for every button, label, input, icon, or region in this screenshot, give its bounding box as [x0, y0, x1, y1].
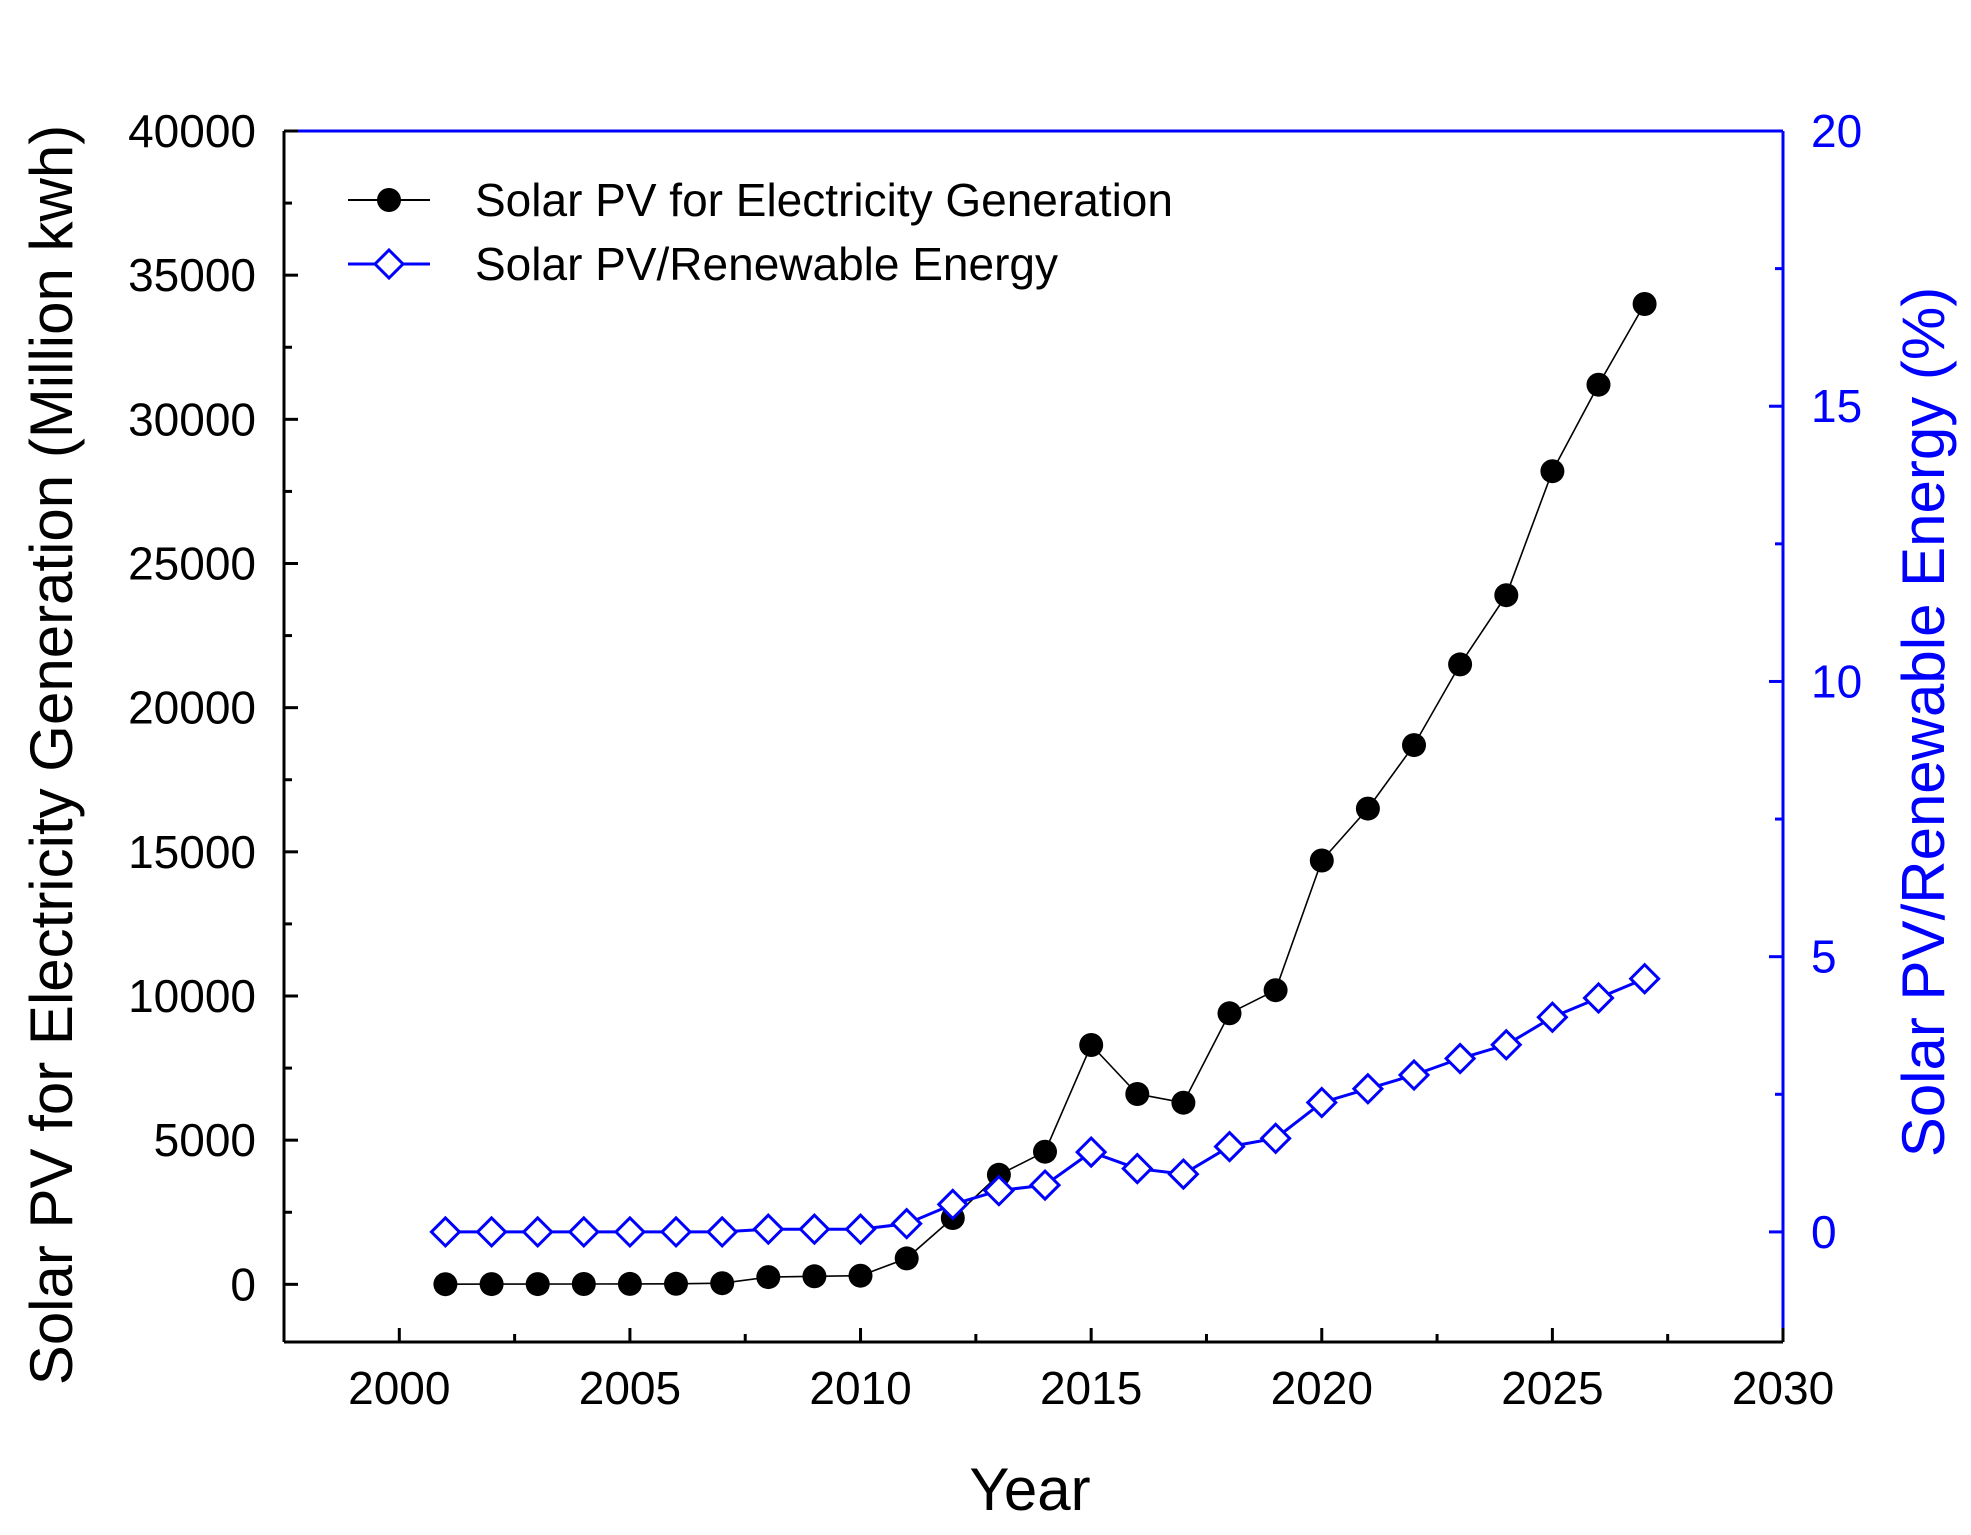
- left-y-axis-title: Solar PV for Electricity Generation (Mil…: [18, 125, 85, 1385]
- legend-label-share: Solar PV/Renewable Energy: [475, 238, 1058, 290]
- x-ticks: 2000 2005 2010 2015 2020 2025 2030: [348, 1328, 1834, 1414]
- point-generation-2017: [1171, 1090, 1196, 1115]
- y-right-tick-label-5: 5: [1811, 931, 1837, 983]
- point-share-2007: [706, 1215, 739, 1249]
- point-generation-2021: [1355, 796, 1380, 821]
- point-generation-2022: [1402, 733, 1426, 758]
- point-generation-2014: [1033, 1139, 1057, 1164]
- point-generation-2007: [710, 1271, 735, 1296]
- series-layer: [429, 292, 1661, 1297]
- point-generation-2006: [664, 1271, 688, 1296]
- y-left-tick-label-5000: 5000: [154, 1114, 256, 1166]
- x-tick-label-2025: 2025: [1501, 1362, 1603, 1414]
- point-share-2021: [1351, 1072, 1385, 1105]
- point-share-2015: [1075, 1135, 1108, 1169]
- legend-item-share: Solar PV/Renewable Energy: [348, 238, 1058, 290]
- point-generation-2024: [1494, 583, 1519, 608]
- point-share-2020: [1305, 1086, 1338, 1119]
- plot-area: [282, 129, 1785, 1344]
- x-tick-label-2000: 2000: [348, 1362, 450, 1414]
- point-generation-2011: [894, 1246, 919, 1271]
- point-generation-2018: [1217, 1001, 1242, 1026]
- point-share-2022: [1397, 1058, 1431, 1092]
- point-share-2027: [1628, 962, 1661, 995]
- y-left-tick-label-35000: 35000: [128, 249, 256, 301]
- x-tick-label-2015: 2015: [1040, 1362, 1142, 1414]
- point-generation-2004: [571, 1272, 596, 1296]
- x-tick-label-2020: 2020: [1271, 1362, 1373, 1414]
- point-share-2017: [1167, 1157, 1200, 1191]
- point-share-2006: [659, 1215, 693, 1249]
- point-share-2026: [1582, 981, 1615, 1015]
- point-generation-2025: [1540, 459, 1565, 484]
- y-left-tick-label-15000: 15000: [128, 826, 256, 878]
- legend-label-generation: Solar PV for Electricity Generation: [475, 174, 1173, 226]
- point-generation-2009: [802, 1264, 827, 1289]
- point-generation-2026: [1586, 372, 1611, 397]
- x-tick-label-2005: 2005: [579, 1362, 681, 1414]
- point-generation-2027: [1632, 292, 1657, 316]
- point-share-2008: [752, 1213, 785, 1246]
- legend-marker-share: [372, 247, 406, 281]
- point-generation-2016: [1125, 1082, 1150, 1106]
- y-left-tick-label-25000: 25000: [128, 538, 256, 590]
- x-axis-title: Year: [969, 1456, 1090, 1523]
- series-0: [433, 292, 1657, 1297]
- point-share-2013: [982, 1174, 1016, 1207]
- x-tick-label-2030: 2030: [1732, 1362, 1834, 1414]
- y-left-tick-label-40000: 40000: [128, 105, 256, 157]
- y-left-tick-label-20000: 20000: [128, 682, 256, 734]
- point-share-2002: [475, 1215, 508, 1249]
- point-share-2001: [429, 1215, 462, 1249]
- point-share-2018: [1213, 1130, 1246, 1163]
- point-generation-2020: [1309, 848, 1334, 873]
- series-1: [429, 962, 1661, 1249]
- y-right-tick-label-0: 0: [1811, 1206, 1837, 1258]
- x-tick-label-2010: 2010: [809, 1362, 911, 1414]
- y-right-tick-label-10: 10: [1811, 655, 1862, 707]
- series-line-0: [445, 303, 1646, 1285]
- legend: Solar PV for Electricity Generation Sola…: [348, 174, 1173, 290]
- point-generation-2002: [479, 1272, 504, 1297]
- point-generation-2008: [756, 1265, 781, 1290]
- point-generation-2019: [1263, 978, 1288, 1003]
- right-y-axis-title: Solar PV/Renewable Energy (%): [1890, 287, 1957, 1157]
- left-y-ticks: 0 5000 10000 15000 20000 25000 30000 35000 40000: [128, 105, 298, 1310]
- point-share-2012: [936, 1188, 969, 1221]
- point-share-2016: [1121, 1152, 1154, 1185]
- right-y-ticks: 0 5 10 15 20: [1769, 105, 1862, 1258]
- point-generation-2023: [1448, 652, 1473, 677]
- point-share-2019: [1259, 1122, 1292, 1155]
- y-left-tick-label-0: 0: [230, 1258, 256, 1310]
- y-right-tick-label-20: 20: [1811, 105, 1862, 157]
- point-generation-2003: [525, 1272, 550, 1297]
- legend-marker-generation: [377, 188, 401, 212]
- y-right-tick-label-15: 15: [1811, 380, 1862, 432]
- point-generation-2001: [433, 1272, 458, 1297]
- point-share-2014: [1028, 1168, 1062, 1202]
- point-generation-2010: [848, 1263, 873, 1288]
- legend-item-generation: Solar PV for Electricity Generation: [348, 174, 1173, 226]
- point-share-2005: [613, 1215, 647, 1249]
- y-left-tick-label-30000: 30000: [128, 393, 256, 445]
- point-share-2024: [1490, 1028, 1523, 1061]
- point-share-2025: [1536, 1001, 1569, 1034]
- point-share-2023: [1444, 1042, 1477, 1075]
- point-share-2009: [798, 1213, 831, 1246]
- point-share-2004: [567, 1215, 600, 1249]
- point-generation-2005: [617, 1271, 642, 1296]
- point-generation-2015: [1079, 1033, 1104, 1057]
- y-left-tick-label-10000: 10000: [128, 970, 256, 1022]
- point-share-2011: [890, 1207, 923, 1240]
- point-share-2010: [844, 1213, 877, 1246]
- point-share-2003: [521, 1215, 554, 1249]
